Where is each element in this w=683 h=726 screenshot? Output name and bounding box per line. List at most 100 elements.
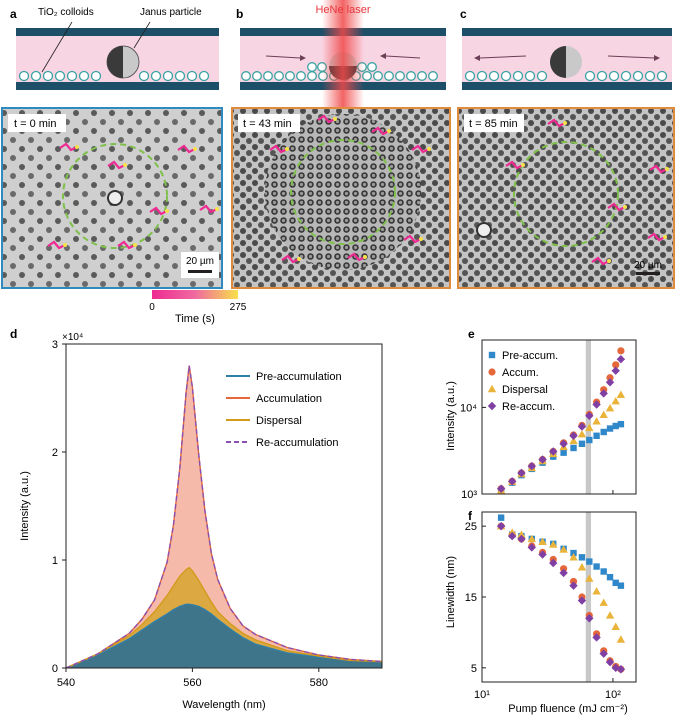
arrow-left-icon bbox=[380, 53, 421, 59]
micrograph-b: t = 43 min bbox=[231, 107, 451, 289]
colloid-icon bbox=[30, 70, 42, 82]
track-end bbox=[387, 129, 391, 133]
y-axis-title: Intensity (a.u.) bbox=[445, 381, 457, 451]
y-axis-title: Linewidth (nm) bbox=[445, 556, 457, 628]
x-tick-label: 580 bbox=[310, 677, 328, 689]
data-point bbox=[616, 390, 626, 398]
y-tick-label: 2 bbox=[52, 447, 58, 459]
track-segment bbox=[117, 240, 136, 250]
y-axis-title: Intensity (a.u.) bbox=[19, 471, 31, 541]
data-point bbox=[592, 587, 601, 595]
data-point bbox=[605, 657, 615, 667]
colloid-icon bbox=[285, 71, 295, 81]
panel-d-label: d bbox=[10, 327, 17, 341]
track-segment bbox=[647, 232, 666, 242]
data-point bbox=[487, 401, 497, 411]
data-point bbox=[488, 368, 496, 376]
colloid-icon bbox=[536, 70, 548, 82]
colorbar-min: 0 bbox=[149, 302, 155, 313]
shaded-band bbox=[585, 512, 592, 682]
data-point bbox=[527, 543, 536, 552]
track-end bbox=[193, 147, 197, 151]
legend-label: Re-accum. bbox=[502, 401, 555, 413]
track-segment bbox=[347, 252, 366, 262]
track-segment bbox=[149, 206, 168, 216]
track-end bbox=[663, 235, 667, 239]
data-point bbox=[549, 558, 558, 568]
colloid-icon bbox=[296, 71, 306, 81]
series-line-dispersal bbox=[65, 566, 383, 669]
plot-frame bbox=[65, 343, 383, 669]
colloid-icon bbox=[620, 70, 632, 82]
colorbar-title: Time (s) bbox=[175, 313, 215, 325]
data-point bbox=[487, 384, 497, 393]
colloid-icon bbox=[198, 70, 210, 82]
data-point bbox=[560, 449, 567, 456]
particle-tracks bbox=[47, 114, 669, 266]
legend-label: Pre-accumulation bbox=[256, 371, 342, 383]
data-point bbox=[586, 558, 593, 565]
data-point bbox=[497, 514, 505, 521]
panel-c-label: c bbox=[460, 7, 467, 21]
track-end bbox=[165, 209, 169, 213]
plot-frame bbox=[481, 511, 637, 683]
y-tick-label: 3 bbox=[52, 339, 58, 351]
data-point bbox=[577, 596, 587, 605]
colloid-icon bbox=[596, 70, 608, 82]
data-point bbox=[496, 521, 506, 531]
track-end bbox=[133, 243, 137, 247]
scale-bar bbox=[188, 270, 212, 273]
track-end bbox=[427, 147, 431, 151]
track-end bbox=[665, 167, 669, 171]
colloid-icon bbox=[66, 70, 78, 82]
track-segment bbox=[547, 118, 566, 128]
data-point bbox=[496, 484, 506, 493]
track-segment bbox=[47, 240, 66, 250]
colloid-icon bbox=[406, 71, 416, 81]
data-point bbox=[593, 563, 600, 570]
data-point bbox=[569, 431, 578, 440]
track-end bbox=[75, 145, 79, 149]
colloid-icon bbox=[488, 70, 500, 82]
data-point bbox=[559, 439, 568, 448]
data-point bbox=[592, 417, 601, 425]
data-point bbox=[527, 534, 536, 543]
data-point bbox=[605, 611, 615, 619]
area-accumulation bbox=[66, 365, 382, 668]
focus-ring bbox=[62, 143, 168, 249]
track-segment bbox=[607, 202, 626, 212]
data-point bbox=[570, 444, 577, 452]
scale-bar-label: 20 µm bbox=[634, 260, 662, 271]
y-tick-label: 1 bbox=[52, 555, 58, 567]
colorbar-gradient bbox=[152, 290, 238, 299]
data-point bbox=[538, 537, 547, 545]
data-point bbox=[569, 577, 578, 586]
panel-e-label: e bbox=[468, 327, 475, 341]
track-end bbox=[563, 121, 567, 125]
arrow-right-icon bbox=[265, 55, 306, 61]
legend-label: Accum. bbox=[502, 367, 539, 379]
colloid-icon bbox=[373, 71, 383, 81]
time-stamp: t = 85 min bbox=[469, 118, 518, 130]
x-tick-label: 10¹ bbox=[474, 689, 490, 701]
x-axis-title: Wavelength (nm) bbox=[182, 699, 265, 711]
data-point bbox=[527, 461, 536, 471]
data-point bbox=[578, 554, 586, 561]
track-end bbox=[215, 207, 219, 211]
micrograph-a: t = 0 min 20 µm bbox=[1, 107, 223, 289]
colloid-icon bbox=[656, 70, 668, 82]
focus-ring bbox=[513, 141, 619, 247]
arrow-left-icon bbox=[474, 55, 527, 61]
data-point bbox=[569, 553, 578, 561]
track-end bbox=[285, 147, 289, 151]
colorbar-max: 275 bbox=[230, 302, 247, 313]
data-point bbox=[517, 530, 526, 538]
colloid-icon bbox=[608, 70, 620, 82]
data-point bbox=[578, 440, 586, 447]
track-end bbox=[333, 117, 337, 121]
colloid-row bbox=[18, 70, 210, 82]
x-tick-label: 560 bbox=[183, 677, 201, 689]
track-end bbox=[63, 243, 67, 247]
track-segment bbox=[177, 144, 196, 154]
laser-beam bbox=[322, 0, 364, 112]
